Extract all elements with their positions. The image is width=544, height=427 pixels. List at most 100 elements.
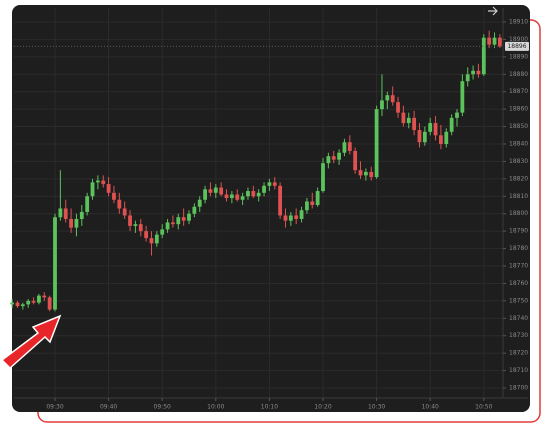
candle-body xyxy=(235,194,240,200)
candle-body xyxy=(321,163,325,192)
y-tick-label: 18840 xyxy=(509,140,528,147)
candle-body xyxy=(165,222,170,230)
candle-body xyxy=(63,208,68,219)
y-tick-label: 18810 xyxy=(509,193,528,200)
candle-body xyxy=(122,208,127,216)
candle-body xyxy=(133,224,138,226)
candle-body xyxy=(374,109,379,178)
candle-body xyxy=(128,215,132,226)
candle-body xyxy=(363,171,368,176)
candle-body xyxy=(90,182,95,197)
y-tick-label: 18900 xyxy=(509,36,528,43)
candle-body xyxy=(385,95,390,101)
y-tick-label: 18850 xyxy=(509,123,528,130)
scroll-right-icon[interactable] xyxy=(488,6,498,16)
candle-body xyxy=(476,70,481,75)
candle-body xyxy=(487,37,492,45)
candle-body xyxy=(396,102,400,113)
candle-body xyxy=(256,192,261,197)
y-tick-label: 18780 xyxy=(509,245,528,252)
candle-body xyxy=(15,302,20,307)
candle-body xyxy=(53,217,57,310)
candle-body xyxy=(353,150,358,171)
y-tick-label: 18800 xyxy=(509,210,528,217)
candle-body xyxy=(465,74,470,82)
candle-body xyxy=(117,199,122,209)
candle-body xyxy=(331,156,336,160)
candle-body xyxy=(299,210,304,219)
candle-body xyxy=(160,229,165,235)
candle-body xyxy=(267,182,272,186)
candle-body xyxy=(85,196,90,212)
candle-body xyxy=(251,191,256,197)
candle-body xyxy=(176,217,181,225)
candle-body xyxy=(144,231,149,239)
y-tick-label: 18760 xyxy=(509,280,528,287)
x-tick-label: 10:20 xyxy=(314,404,331,411)
candle-body xyxy=(20,304,25,307)
y-tick-label: 18860 xyxy=(509,106,528,113)
y-tick-label: 18770 xyxy=(509,263,528,270)
candle-body xyxy=(197,199,202,207)
candle-body xyxy=(380,100,384,110)
candle-body xyxy=(229,194,234,199)
candle-body xyxy=(138,224,143,232)
pointer-arrow xyxy=(0,314,62,370)
candle-body xyxy=(47,297,52,310)
candle-body xyxy=(37,295,41,303)
x-tick-label: 09:50 xyxy=(154,404,171,411)
candle-body xyxy=(106,184,111,193)
y-tick-label: 18830 xyxy=(509,158,528,165)
candle-body xyxy=(471,70,475,75)
candle-body xyxy=(492,37,497,45)
y-tick-label: 18750 xyxy=(509,297,528,304)
candle-body xyxy=(412,117,417,131)
candle-body xyxy=(31,300,36,303)
y-tick-label: 18880 xyxy=(509,71,528,78)
candle-body xyxy=(390,95,395,103)
candle-body xyxy=(181,217,186,221)
candle-body xyxy=(42,295,47,298)
y-tick-label: 18720 xyxy=(509,350,528,357)
candle-body xyxy=(358,170,363,176)
candle-body xyxy=(326,156,331,164)
candle-body xyxy=(347,142,352,151)
candle-body xyxy=(272,182,277,186)
candle-body xyxy=(95,180,100,183)
candles xyxy=(10,30,502,312)
candle-body xyxy=(213,187,218,193)
candle-body xyxy=(26,300,31,305)
y-tick-label: 18820 xyxy=(509,175,528,182)
x-tick-label: 10:10 xyxy=(261,404,278,411)
x-tick-label: 10:30 xyxy=(368,404,385,411)
y-tick-label: 18790 xyxy=(509,228,528,235)
y-tick-label: 18710 xyxy=(509,367,528,374)
labels: 18700 18710 18720 18730 18740 18750 18760 18770… xyxy=(14,18,529,411)
candle-body xyxy=(337,152,341,160)
candle-body xyxy=(149,238,154,244)
candle-body xyxy=(417,130,422,143)
candle-body xyxy=(481,37,486,75)
candle-body xyxy=(154,234,159,244)
candle-body xyxy=(428,123,433,132)
candle-body xyxy=(288,215,293,221)
last-price-box xyxy=(505,41,529,51)
candle-body xyxy=(58,208,63,218)
x-tick-label: 09:30 xyxy=(46,404,63,411)
candle-body xyxy=(455,112,459,118)
y-tick-label: 18870 xyxy=(509,88,528,95)
candle-body xyxy=(112,192,116,200)
candle-body xyxy=(224,194,229,199)
candle-body xyxy=(497,37,502,47)
chart-panel xyxy=(12,5,530,412)
candle-body xyxy=(283,215,288,221)
candle-body xyxy=(406,117,411,124)
candle-body xyxy=(422,131,427,143)
y-tick-label: 18740 xyxy=(509,315,528,322)
candle-body xyxy=(444,131,449,144)
candle-body xyxy=(208,189,213,193)
grid xyxy=(14,8,503,398)
candle-body xyxy=(187,213,191,221)
candle-body xyxy=(433,123,438,136)
